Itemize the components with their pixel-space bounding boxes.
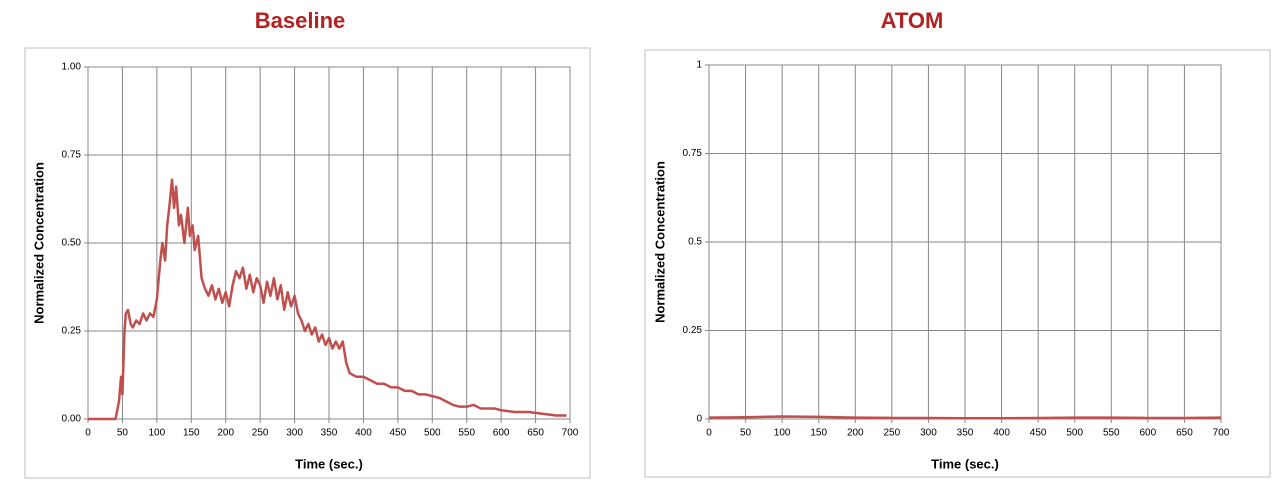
x-tick-label: 50	[740, 428, 752, 439]
x-tick-label: 250	[884, 428, 901, 439]
x-tick-label: 150	[183, 428, 200, 439]
x-tick-label: 50	[117, 428, 129, 439]
data-line	[88, 178, 567, 421]
x-tick-label: 100	[149, 428, 166, 439]
x-tick-label: 100	[774, 428, 791, 439]
x-tick-label: 300	[286, 428, 303, 439]
y-tick-label: 0	[696, 414, 702, 425]
x-tick-label: 700	[1213, 428, 1230, 439]
chart-title: ATOM	[881, 8, 944, 33]
x-tick-label: 450	[390, 428, 407, 439]
chart-frame	[24, 47, 591, 479]
x-axis-label: Time (sec.)	[931, 456, 999, 471]
data-line	[708, 415, 1222, 420]
x-tick-label: 200	[847, 428, 864, 439]
y-tick-label: 0.75	[683, 148, 703, 159]
x-tick-label: 300	[920, 428, 937, 439]
y-tick-label: 0.25	[62, 326, 82, 337]
x-tick-label: 700	[562, 428, 579, 439]
y-axis-label: Normalized Concentration	[31, 162, 46, 324]
chart-frame	[644, 49, 1271, 478]
x-tick-label: 500	[1066, 428, 1083, 439]
x-tick-label: 500	[424, 428, 441, 439]
x-tick-label: 350	[321, 428, 338, 439]
x-tick-label: 600	[493, 428, 510, 439]
plot-border	[87, 66, 571, 420]
x-tick-label: 600	[1140, 428, 1157, 439]
x-tick-label: 550	[458, 428, 475, 439]
y-tick-label: 0.5	[688, 237, 702, 248]
y-tick-label: 0.50	[62, 238, 82, 249]
x-tick-label: 150	[810, 428, 827, 439]
x-tick-label: 650	[1176, 428, 1193, 439]
x-tick-label: 250	[252, 428, 269, 439]
x-tick-label: 0	[706, 428, 712, 439]
x-tick-label: 650	[527, 428, 544, 439]
x-tick-label: 350	[957, 428, 974, 439]
y-tick-label: 0.00	[62, 414, 82, 425]
x-axis-label: Time (sec.)	[295, 456, 363, 471]
x-tick-label: 400	[993, 428, 1010, 439]
x-tick-label: 450	[1030, 428, 1047, 439]
y-axis-label: Normalized Concentration	[652, 161, 667, 323]
y-tick-label: 1.00	[62, 62, 82, 73]
y-tick-label: 1	[696, 60, 702, 71]
x-tick-label: 200	[217, 428, 234, 439]
x-tick-label: 400	[355, 428, 372, 439]
x-tick-label: 0	[85, 428, 91, 439]
y-tick-label: 0.75	[62, 150, 82, 161]
x-tick-label: 550	[1103, 428, 1120, 439]
chart-title: Baseline	[255, 8, 346, 33]
y-tick-label: 0.25	[683, 325, 703, 336]
